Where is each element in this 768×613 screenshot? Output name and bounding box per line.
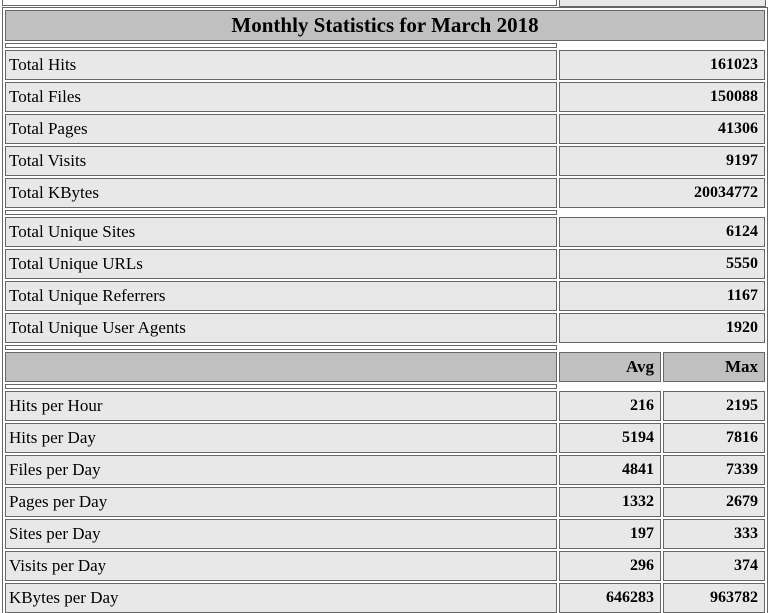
stat-label: Pages per Day xyxy=(5,487,557,517)
table-title-row: Monthly Statistics for March 2018 xyxy=(5,10,765,41)
table-row: Pages per Day 1332 2679 xyxy=(5,487,765,517)
stat-label: Total Unique Referrers xyxy=(5,281,557,311)
stat-max-value: 374 xyxy=(663,551,765,581)
table-row: Total Unique Referrers 1167 xyxy=(5,281,765,311)
stat-label: Total Files xyxy=(5,82,557,112)
spacer-cell xyxy=(5,43,557,48)
spacer-cell xyxy=(5,384,557,389)
stat-label: Total Hits xyxy=(5,50,557,80)
stat-label: Total Visits xyxy=(5,146,557,176)
stat-value: 161023 xyxy=(559,50,765,80)
stat-value: 1920 xyxy=(559,313,765,343)
table-row: Files per Day 4841 7339 xyxy=(5,455,765,485)
stat-value: 1167 xyxy=(559,281,765,311)
stat-label: Sites per Day xyxy=(5,519,557,549)
stat-max-value: 963782 xyxy=(663,583,765,613)
stat-max-value: 7339 xyxy=(663,455,765,485)
table-row: Hits per Hour 216 2195 xyxy=(5,391,765,421)
spacer-row xyxy=(5,345,765,350)
stat-value: 5550 xyxy=(559,249,765,279)
stat-max-value: 2679 xyxy=(663,487,765,517)
stat-avg-value: 1332 xyxy=(559,487,661,517)
spacer-cell xyxy=(5,210,557,215)
spacer-row xyxy=(5,210,765,215)
table-row: KBytes per Day 646283 963782 xyxy=(5,583,765,613)
stat-label: Total Unique Sites xyxy=(5,217,557,247)
stat-label: Total Unique URLs xyxy=(5,249,557,279)
table-row: Visits per Day 296 374 xyxy=(5,551,765,581)
stat-avg-value: 646283 xyxy=(559,583,661,613)
stat-label: Hits per Day xyxy=(5,423,557,453)
stat-value: 9197 xyxy=(559,146,765,176)
previous-table-fragment xyxy=(2,0,766,7)
header-max-label: Max xyxy=(663,352,765,382)
table-row: Total Unique Sites 6124 xyxy=(5,217,765,247)
stat-avg-value: 216 xyxy=(559,391,661,421)
header-blank-cell xyxy=(5,352,557,382)
stat-label: Files per Day xyxy=(5,455,557,485)
monthly-statistics-table: Monthly Statistics for March 2018 Total … xyxy=(2,7,768,613)
table-row: Total Unique URLs 5550 xyxy=(5,249,765,279)
stat-value: 41306 xyxy=(559,114,765,144)
stat-label: Hits per Hour xyxy=(5,391,557,421)
table-row: Total Hits 161023 xyxy=(5,50,765,80)
header-avg-label: Avg xyxy=(559,352,661,382)
table-row: Total Pages 41306 xyxy=(5,114,765,144)
spacer-cell xyxy=(5,345,557,350)
stat-avg-value: 197 xyxy=(559,519,661,549)
previous-row-value-cell-fragment xyxy=(559,0,766,7)
stat-value: 6124 xyxy=(559,217,765,247)
previous-row-label-cell-fragment xyxy=(2,0,557,6)
spacer-row xyxy=(5,43,765,48)
stat-avg-value: 296 xyxy=(559,551,661,581)
stat-value: 20034772 xyxy=(559,178,765,208)
stat-max-value: 7816 xyxy=(663,423,765,453)
stat-label: Total Unique User Agents xyxy=(5,313,557,343)
stat-max-value: 333 xyxy=(663,519,765,549)
stat-value: 150088 xyxy=(559,82,765,112)
stat-avg-value: 5194 xyxy=(559,423,661,453)
table-row: Sites per Day 197 333 xyxy=(5,519,765,549)
stat-label: Total KBytes xyxy=(5,178,557,208)
avg-max-header-row: Avg Max xyxy=(5,352,765,382)
stat-label: Total Pages xyxy=(5,114,557,144)
table-title: Monthly Statistics for March 2018 xyxy=(5,10,765,41)
stat-label: KBytes per Day xyxy=(5,583,557,613)
stat-avg-value: 4841 xyxy=(559,455,661,485)
stat-label: Visits per Day xyxy=(5,551,557,581)
table-row: Total KBytes 20034772 xyxy=(5,178,765,208)
stat-max-value: 2195 xyxy=(663,391,765,421)
table-row: Hits per Day 5194 7816 xyxy=(5,423,765,453)
table-row: Total Visits 9197 xyxy=(5,146,765,176)
spacer-row xyxy=(5,384,765,389)
table-row: Total Unique User Agents 1920 xyxy=(5,313,765,343)
table-row: Total Files 150088 xyxy=(5,82,765,112)
